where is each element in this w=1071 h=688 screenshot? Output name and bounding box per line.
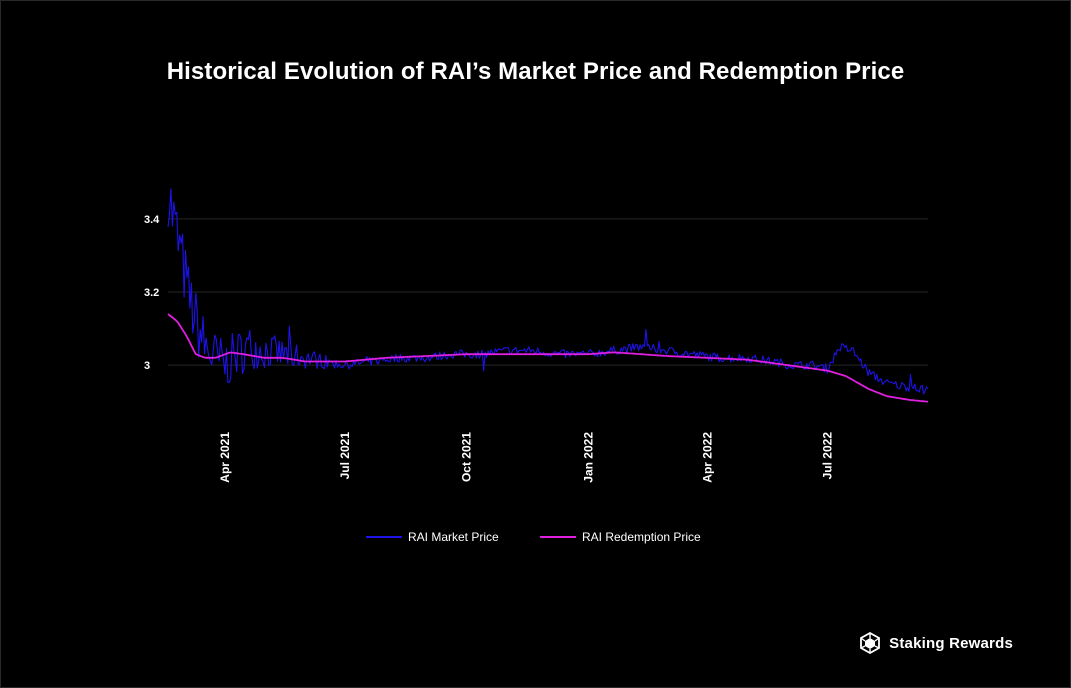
chart-title: Historical Evolution of RAI’s Market Pri…	[166, 58, 905, 85]
legend-item-market-price[interactable]: RAI Market Price	[366, 530, 499, 544]
x-tick-label: Jul 2021	[338, 432, 352, 480]
x-tick-label: Jul 2022	[821, 432, 835, 480]
legend-swatch-redemption-price	[540, 536, 576, 538]
series-line-redemption-price	[167, 313, 929, 403]
y-tick-label: 3.2	[144, 287, 159, 299]
chart-legend: RAI Market Price RAI Redemption Price	[0, 530, 1071, 550]
x-tick-label: Apr 2021	[218, 432, 232, 483]
legend-label-market-price: RAI Market Price	[408, 530, 499, 544]
x-tick-label: Jan 2022	[581, 432, 595, 483]
brand-name: Staking Rewards	[889, 634, 1013, 652]
legend-item-redemption-price[interactable]: RAI Redemption Price	[540, 530, 701, 544]
legend-swatch-market-price	[366, 536, 402, 538]
legend-label-redemption-price: RAI Redemption Price	[582, 530, 701, 544]
series-line-market-price	[167, 188, 929, 395]
y-tick-label: 3	[144, 360, 150, 372]
y-tick-label: 3.4	[144, 214, 160, 226]
chart-plot: 3 3.2 3.4 Apr 2021 Jul 2021 Oct 2021 Jan 2022 A…	[144, 188, 929, 483]
x-tick-label: Apr 2022	[700, 432, 714, 483]
polyhedron-logo-icon	[860, 632, 881, 654]
staking-rewards-brand: Staking Rewards	[859, 632, 1013, 654]
x-tick-label: Oct 2021	[460, 432, 474, 482]
